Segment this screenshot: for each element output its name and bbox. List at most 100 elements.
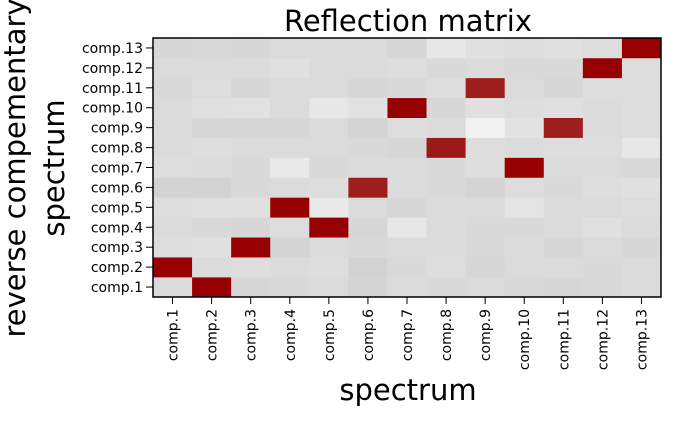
heatmap-cell [270,237,310,258]
heatmap-cell [426,237,466,258]
heatmap-cell [582,157,623,178]
heatmap-cell [543,157,584,178]
heatmap-cell [465,277,505,298]
heatmap-cell [153,197,193,218]
y-axis-title-line-1: reverse compementary [0,0,32,338]
y-tick-label: comp.5 [91,200,143,216]
heatmap-cell [387,217,427,238]
heatmap-cell [192,97,232,118]
heatmap-cell [465,97,505,118]
x-tick-label: comp.13 [634,309,650,370]
heatmap-cell [309,57,349,79]
heatmap-cell [153,97,193,118]
heatmap-cell [270,217,310,238]
heatmap-cell [153,257,193,278]
heatmap-cell [153,137,193,158]
heatmap-cell [348,57,388,79]
heatmap-cell [153,177,193,198]
heatmap-cell [465,137,505,158]
heatmap-cell [543,197,584,218]
heatmap-cell [348,157,388,178]
heatmap-cell [621,77,662,99]
heatmap-cell [231,157,271,178]
heatmap-cell [543,217,584,238]
x-tick-label: comp.8 [439,309,455,361]
heatmap-cell [387,157,427,178]
heatmap-cell [582,237,623,258]
x-axis: comp.1 comp.2 comp.3 comp.4 comp.5 comp.6 comp… [166,297,650,370]
x-tick-label: comp.1 [166,309,182,361]
heatmap-cell [192,277,232,298]
x-axis-title: spectrum [339,373,476,407]
heatmap-cell [192,237,232,258]
heatmap-cell [543,137,584,158]
heatmap-cell [582,38,623,59]
heatmap-cell [504,117,545,138]
heatmap-cell [231,77,271,99]
heatmap-cell [192,177,232,198]
heatmap-cell [426,157,466,178]
heatmap-cell [582,77,623,99]
heatmap-cell [387,277,427,298]
heatmap-cell [153,217,193,238]
heatmap-cell [387,197,427,218]
heatmap-cell [387,177,427,198]
heatmap-cell [270,157,310,178]
heatmap-cell [270,257,310,278]
y-tick-label: comp.9 [91,121,143,137]
heatmap-cell [582,117,623,138]
heatmap-cell [309,77,349,99]
heatmap-cell [504,197,545,218]
heatmap-cell [192,57,232,79]
y-axis-title-line-2: spectrum [37,99,71,236]
heatmap-cell [465,257,505,278]
heatmap-cell [231,117,271,138]
heatmap-cell [270,177,310,198]
heatmap-cell [309,237,349,258]
heatmap-cell [153,277,193,298]
heatmap-cell [621,57,662,79]
heatmap-cell [582,277,623,298]
y-tick-label: comp.8 [91,141,143,157]
y-tick-label: comp.13 [82,41,143,57]
heatmap-cell [270,137,310,158]
heatmap-cell [543,57,584,79]
heatmap-cell [504,77,545,99]
heatmap-cell [387,117,427,138]
heatmap-cell [270,277,310,298]
heatmap-cell [504,177,545,198]
heatmap-cell [543,117,584,138]
heatmap-cell [504,237,545,258]
heatmap-cell [387,137,427,158]
heatmap-cell [504,217,545,238]
heatmap-cell [426,217,466,238]
heatmap-cell [582,177,623,198]
x-tick-label: comp.3 [244,309,260,361]
heatmap-cell [621,177,662,198]
heatmap-cell [153,117,193,138]
heatmap-cell [465,217,505,238]
heatmap-cell [426,57,466,79]
heatmap-cell [504,157,545,178]
heatmap-cell [426,38,466,59]
heatmap-cell [348,137,388,158]
heatmap-cell [192,197,232,218]
heatmap-cell [348,217,388,238]
heatmap-cell [465,197,505,218]
heatmap-cell [582,217,623,238]
y-tick-label: comp.11 [82,81,143,97]
heatmap-cell [543,177,584,198]
x-tick-label: comp.4 [283,309,299,361]
y-tick-label: comp.3 [91,240,143,256]
heatmap-cell [543,38,584,59]
heatmap-cell [621,257,662,278]
x-tick-label: comp.12 [595,309,611,370]
heatmap-cell [309,117,349,138]
heatmap-cell [270,197,310,218]
heatmap-cell [426,177,466,198]
heatmap-cell [348,197,388,218]
heatmap-cell [426,257,466,278]
heatmap-cell [231,97,271,118]
heatmap-cell [387,97,427,118]
heatmap-cell [231,137,271,158]
